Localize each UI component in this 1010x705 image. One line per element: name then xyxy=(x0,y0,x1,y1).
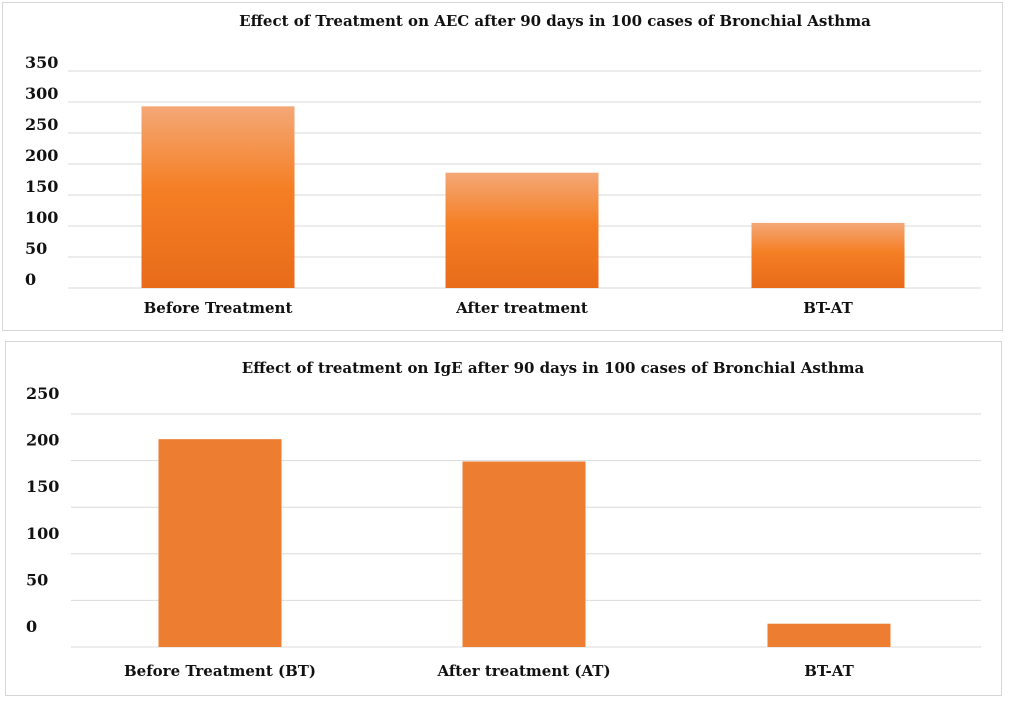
y-tick-label: 150 xyxy=(26,477,59,496)
y-tick-label: 0 xyxy=(26,617,37,636)
y-tick-label: 200 xyxy=(26,431,59,450)
bar xyxy=(767,623,891,647)
y-tick-label: 350 xyxy=(25,53,58,72)
y-tick-label: 300 xyxy=(25,84,58,103)
y-tick-label: 250 xyxy=(26,384,59,403)
x-category-label: Before Treatment xyxy=(144,299,293,317)
bar xyxy=(445,172,599,288)
y-tick-label: 100 xyxy=(25,208,58,227)
bar xyxy=(751,222,905,288)
bar xyxy=(462,461,586,647)
chart-title: Effect of treatment on IgE after 90 days… xyxy=(242,359,865,377)
aec-chart: Effect of Treatment on AEC after 90 days… xyxy=(25,12,981,317)
y-tick-label: 0 xyxy=(25,270,36,289)
y-tick-label: 150 xyxy=(25,177,58,196)
y-tick-label: 100 xyxy=(26,524,59,543)
ige-chart: Effect of treatment on IgE after 90 days… xyxy=(26,359,981,680)
x-category-label: After treatment (AT) xyxy=(436,662,610,680)
aec-chart-panel: Effect of Treatment on AEC after 90 days… xyxy=(2,2,1003,331)
x-category-label: Before Treatment (BT) xyxy=(124,662,316,680)
y-tick-label: 200 xyxy=(25,146,58,165)
y-tick-label: 50 xyxy=(26,570,48,589)
x-category-label: After treatment xyxy=(455,299,588,317)
bar xyxy=(158,439,282,647)
y-tick-label: 250 xyxy=(25,115,58,134)
bar xyxy=(141,106,295,288)
ige-chart-panel: Effect of treatment on IgE after 90 days… xyxy=(5,341,1002,696)
x-category-label: BT-AT xyxy=(804,662,854,680)
x-category-label: BT-AT xyxy=(803,299,853,317)
chart-title: Effect of Treatment on AEC after 90 days… xyxy=(239,12,871,30)
y-tick-label: 50 xyxy=(25,239,47,258)
